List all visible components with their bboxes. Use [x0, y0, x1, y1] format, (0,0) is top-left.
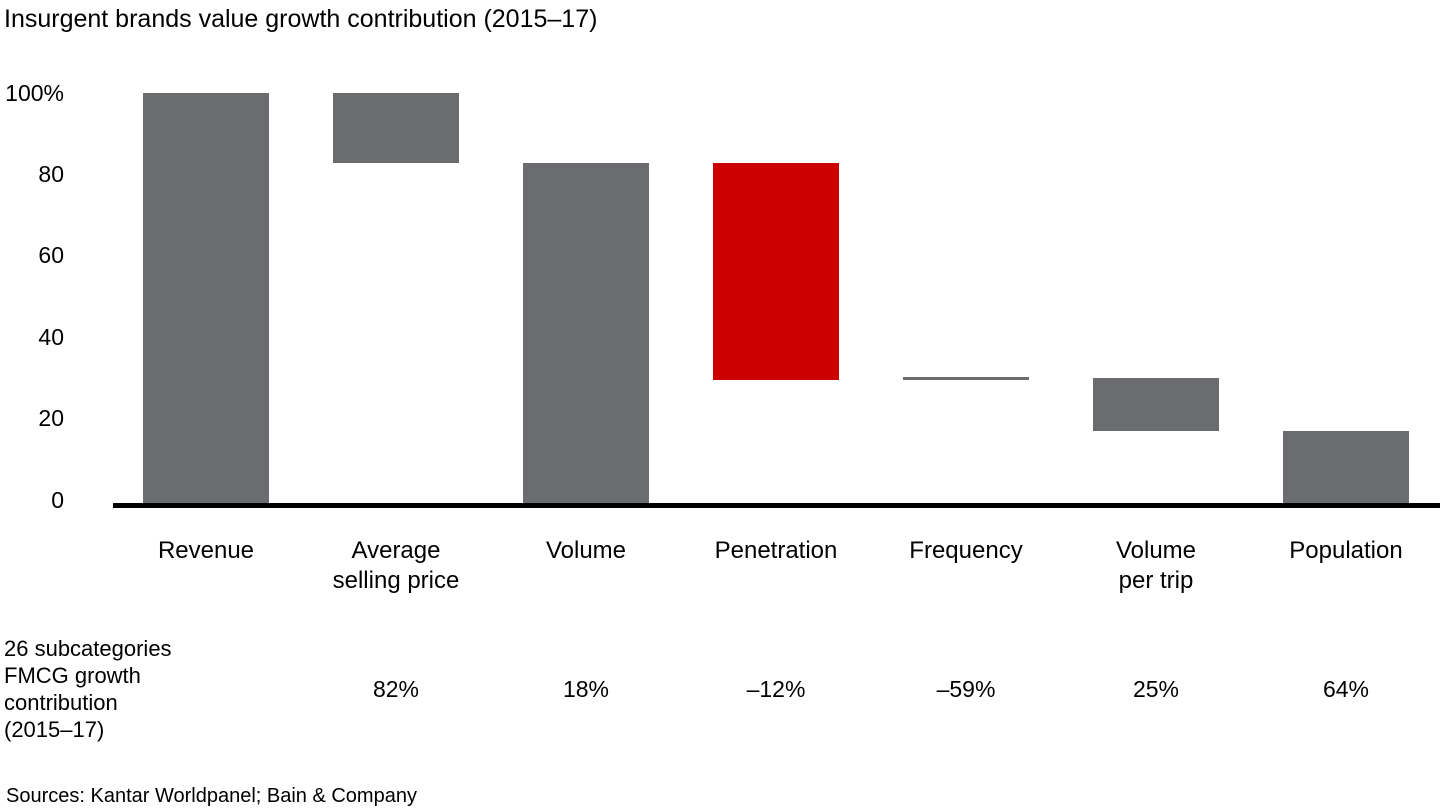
- row-header-line-3: contribution: [4, 690, 118, 715]
- category-label-line: Frequency: [909, 537, 1023, 564]
- subcategory-value-average-selling-price: 82%: [372, 676, 420, 702]
- category-label-average-selling-price: Average selling price: [301, 536, 491, 596]
- y-axis-tick-label-100: 100%: [5, 80, 64, 106]
- y-axis-tick-label-40: 40: [38, 324, 64, 350]
- category-label-line: Volume: [545, 537, 627, 564]
- y-axis-tick-label-60: 60: [38, 242, 64, 268]
- category-label-frequency: Frequency: [871, 536, 1061, 566]
- row-header-line-1: 26 subcategories: [4, 636, 172, 661]
- bar-penetration: [713, 162, 839, 380]
- category-label-line: Average: [351, 537, 441, 564]
- bar-revenue: [143, 93, 269, 503]
- x-axis-baseline: [113, 503, 1440, 508]
- category-label-line: selling price: [332, 567, 460, 594]
- category-label-line: Revenue: [157, 537, 255, 564]
- bar-population: [1283, 431, 1409, 503]
- chart-title: Insurgent brands value growth contributi…: [4, 5, 598, 33]
- category-label-line: Penetration: [714, 537, 838, 564]
- category-label-volume-per-trip: Volume per trip: [1061, 536, 1251, 596]
- category-label-volume: Volume: [491, 536, 681, 566]
- category-label-revenue: Revenue: [111, 536, 301, 566]
- subcategory-value-population: 64%: [1322, 676, 1370, 702]
- category-label-line: Population: [1289, 537, 1403, 564]
- category-label-line: per trip: [1118, 567, 1194, 594]
- category-label-population: Population: [1251, 536, 1440, 566]
- bar-frequency: [903, 377, 1029, 381]
- category-label-line: Volume: [1115, 537, 1197, 564]
- bar-volume-per-trip: [1093, 377, 1219, 432]
- y-axis-tick-label-20: 20: [38, 405, 64, 431]
- row-header-line-2: FMCG growth: [4, 663, 141, 688]
- row-header-line-4: (2015–17): [4, 717, 105, 742]
- bar-average-selling-price: [333, 93, 459, 163]
- subcategory-value-volume: 18%: [562, 676, 610, 702]
- bar-volume: [523, 162, 649, 503]
- y-axis-tick-label-80: 80: [38, 161, 64, 187]
- y-axis-tick-label-0: 0: [51, 487, 64, 513]
- subcategory-value-frequency: –59%: [936, 676, 996, 702]
- subcategory-row-header: 26 subcategories FMCG growth contributio…: [4, 635, 172, 743]
- sources-note: Sources: Kantar Worldpanel; Bain & Compa…: [6, 785, 417, 807]
- subcategory-value-volume-per-trip: 25%: [1132, 676, 1180, 702]
- subcategory-value-penetration: –12%: [746, 676, 806, 702]
- category-label-penetration: Penetration: [681, 536, 871, 566]
- plot-area: [113, 93, 1440, 503]
